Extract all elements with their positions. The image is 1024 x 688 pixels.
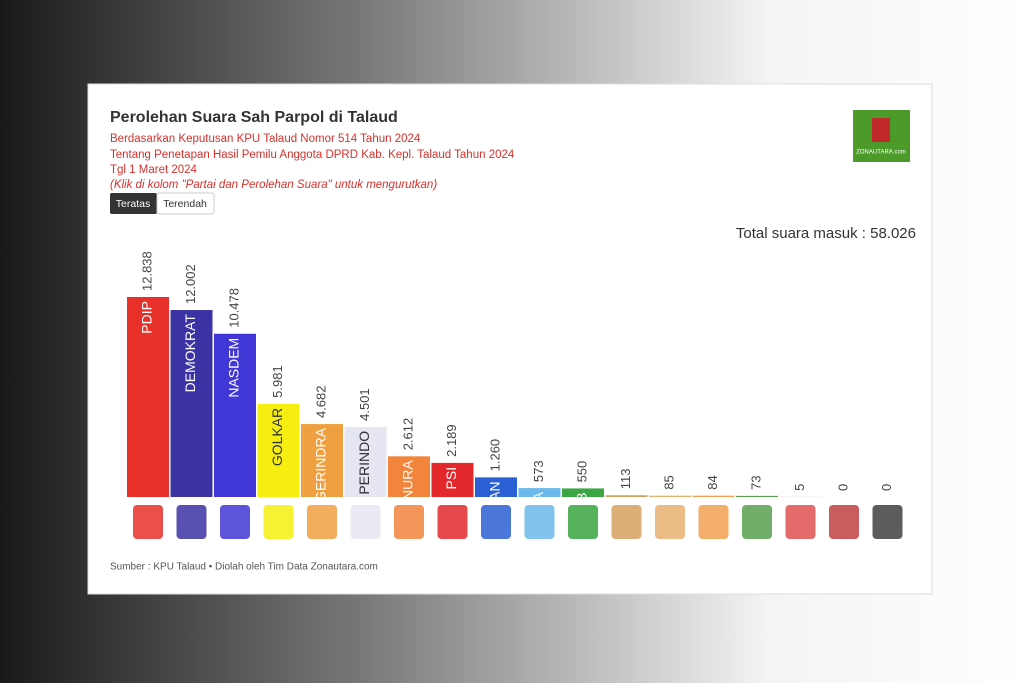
value-label: 1.260 — [487, 439, 502, 472]
value-label: 0 — [879, 484, 894, 491]
value-label: 573 — [531, 460, 546, 482]
subtitle: Tentang Penetapan Hasil Pemilu Anggota D… — [110, 149, 515, 161]
party-logo — [655, 505, 685, 539]
value-label: 85 — [661, 475, 676, 489]
party-logo — [133, 505, 163, 539]
party-logo — [264, 505, 294, 539]
value-label: 4.682 — [313, 386, 328, 419]
bar-name: PDIP — [139, 301, 155, 334]
logo-text: ZONAUTARA.com — [856, 150, 906, 156]
party-logo — [177, 505, 207, 539]
sort-button-label[interactable]: Teratas — [116, 198, 150, 210]
sort-button-label[interactable]: Terendah — [163, 198, 207, 210]
value-label: 4.501 — [357, 388, 372, 421]
bar — [693, 496, 735, 497]
party-logo — [612, 505, 642, 539]
party-logo — [829, 505, 859, 539]
bar — [606, 495, 648, 497]
hint: (Klik di kolom "Partai dan Perolehan Sua… — [110, 179, 437, 191]
value-label: 12.838 — [139, 251, 154, 291]
party-logo — [481, 505, 511, 539]
bar-name: GOLKAR — [269, 408, 285, 466]
value-label: 5 — [792, 484, 807, 491]
logo-mark — [872, 118, 890, 142]
party-logo — [786, 505, 816, 539]
bar-name: NASDEM — [226, 338, 242, 398]
total-annotation: Total suara masuk : 58.026 — [736, 225, 916, 242]
bar — [649, 496, 691, 497]
subtitle: Tgl 1 Maret 2024 — [110, 164, 198, 176]
value-label: 113 — [618, 469, 633, 490]
bar-name: DEMOKRAT — [182, 314, 198, 393]
party-logo — [525, 505, 555, 539]
party-logo — [568, 505, 598, 539]
party-logo — [742, 505, 772, 539]
bar-name: PERINDO — [356, 431, 372, 495]
source: Sumber : KPU Talaud • Diolah oleh Tim Da… — [110, 562, 378, 573]
bar-name: A — [530, 491, 546, 501]
party-logo — [394, 505, 424, 539]
bar-name: NURA — [400, 460, 416, 500]
title: Perolehan Suara Sah Parpol di Talaud — [110, 109, 398, 126]
party-logo — [873, 505, 903, 539]
bar-name: PSI — [443, 467, 459, 490]
value-label: 5.981 — [270, 365, 285, 398]
value-label: 12.002 — [183, 264, 198, 304]
party-logo — [307, 505, 337, 539]
bar-name: GERINDRA — [313, 427, 329, 502]
value-label: 73 — [748, 475, 763, 489]
party-logo — [351, 505, 381, 539]
value-label: 2.612 — [400, 418, 415, 451]
bar-name: AN — [487, 481, 503, 500]
value-label: 0 — [835, 484, 850, 491]
party-logo — [438, 505, 468, 539]
bar — [736, 496, 778, 497]
party-logo — [699, 505, 729, 539]
bar-name: B — [574, 492, 590, 501]
value-label: 2.189 — [444, 424, 459, 457]
value-label: 84 — [705, 475, 720, 489]
subtitle: Berdasarkan Keputusan KPU Talaud Nomor 5… — [110, 133, 421, 145]
value-label: 550 — [574, 461, 589, 483]
value-label: 10.478 — [226, 288, 241, 328]
party-logo — [220, 505, 250, 539]
